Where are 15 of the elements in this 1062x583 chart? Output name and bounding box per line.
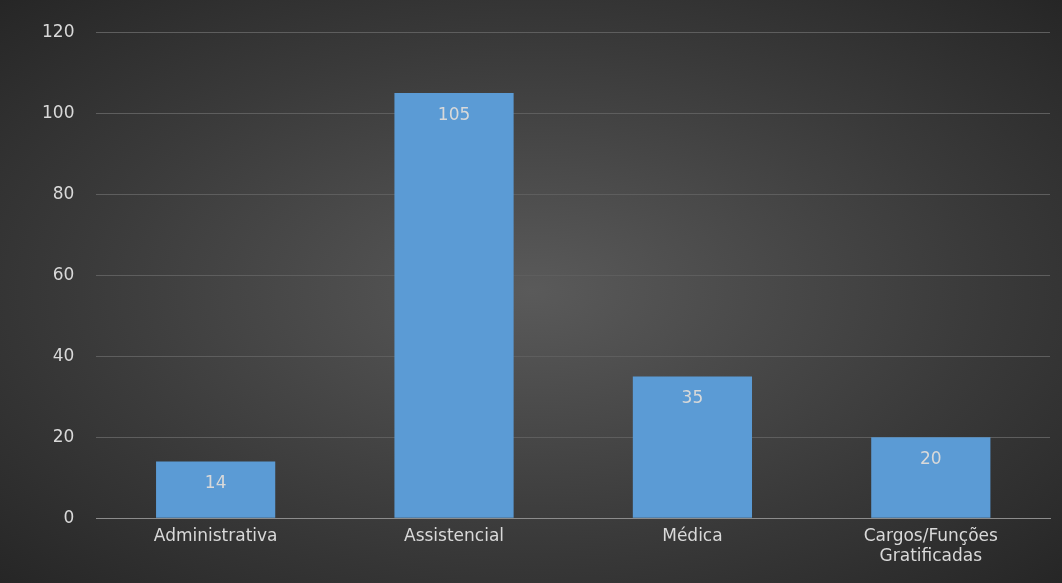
x-tick-label: Cargos/Funções Gratificadas: [863, 524, 999, 566]
x-tick-label: Assistencial: [404, 524, 505, 545]
y-tick-label: 100: [41, 101, 75, 122]
data-label: 35: [681, 387, 704, 408]
y-tick-label: 60: [52, 263, 75, 284]
y-tick-label: 40: [52, 344, 75, 365]
data-label: 105: [437, 103, 471, 124]
data-label: 14: [204, 472, 227, 493]
y-tick-label: 0: [63, 506, 75, 527]
data-label: 20: [919, 448, 942, 469]
x-tick-label: Médica: [662, 524, 723, 545]
y-tick-label: 120: [41, 20, 75, 41]
y-tick-label: 20: [52, 425, 75, 446]
x-tick-label: Administrativa: [153, 524, 278, 545]
y-tick-label: 80: [52, 182, 75, 203]
